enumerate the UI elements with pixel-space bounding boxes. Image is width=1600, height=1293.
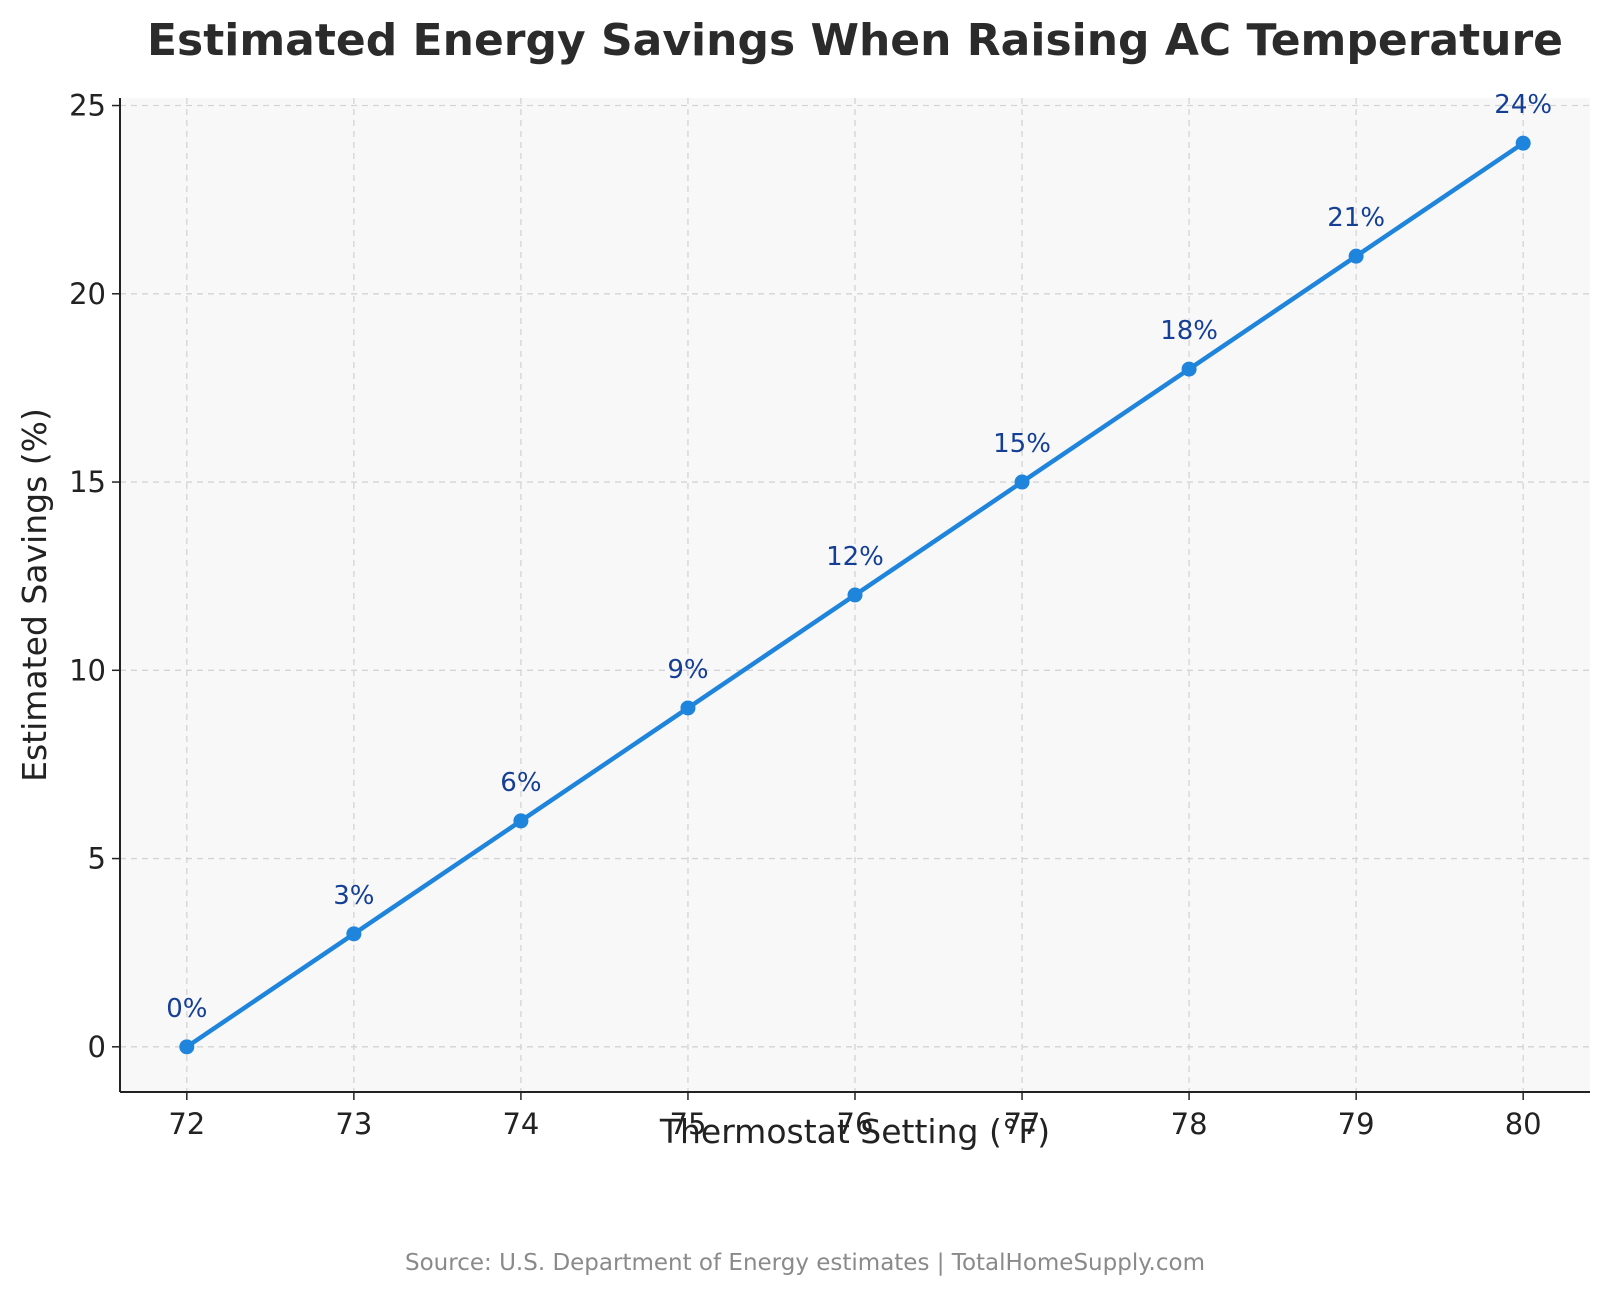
data-label: 9% [667,655,708,685]
tick-labels: 72 73 74 75 76 77 78 79 80 0 5 10 15 20 25 [69,89,1542,1141]
data-label: 0% [166,994,207,1024]
source-note: Source: U.S. Department of Energy estima… [405,1250,1205,1276]
y-tick-label: 10 [69,653,106,687]
data-label: 3% [333,881,374,911]
grid [120,98,1590,1092]
x-tick-label: 80 [1505,1107,1542,1141]
data-point [1014,474,1030,490]
data-point [847,587,863,603]
x-tick-label: 77 [1004,1107,1041,1141]
x-tick-label: 76 [837,1107,874,1141]
series [179,135,1531,1055]
data-labels: 0% 3% 6% 9% 12% 15% 18% 21% 24% [166,90,1552,1024]
chart-title: Estimated Energy Savings When Raising AC… [147,15,1563,66]
data-label: 6% [500,768,541,798]
data-point [179,1039,195,1055]
data-point [1515,135,1531,151]
x-tick-label: 72 [168,1107,205,1141]
y-tick-label: 25 [69,89,106,123]
data-point [346,926,362,942]
y-axis-label: Estimated Savings (%) [15,408,54,782]
x-tick-label: 79 [1338,1107,1375,1141]
y-tick-label: 20 [69,277,106,311]
data-point [1181,361,1197,377]
data-label: 21% [1327,203,1385,233]
data-point [680,700,696,716]
data-label: 12% [826,542,884,572]
x-tick-label: 78 [1171,1107,1208,1141]
data-point [513,813,529,829]
x-tick-label: 75 [670,1107,707,1141]
y-tick-label: 0 [88,1030,106,1064]
data-label: 24% [1494,90,1552,120]
x-tick-label: 73 [335,1107,372,1141]
data-point [1348,248,1364,264]
x-tick-label: 74 [502,1107,539,1141]
data-label: 15% [993,429,1051,459]
axes [112,98,1590,1100]
y-tick-label: 5 [88,842,106,876]
data-label: 18% [1160,316,1218,346]
y-tick-label: 15 [69,465,106,499]
x-axis-label: Thermostat Setting (°F) [659,1112,1050,1151]
